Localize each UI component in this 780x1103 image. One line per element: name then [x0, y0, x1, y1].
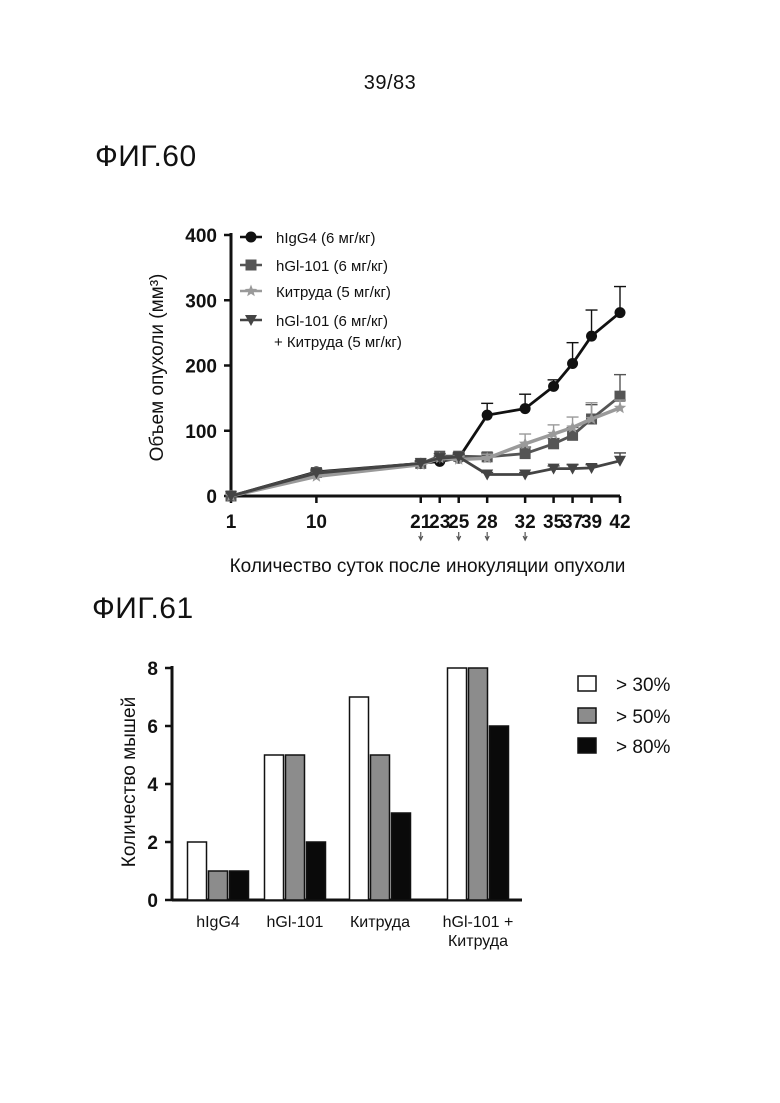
- bar: [307, 842, 326, 900]
- y-tick-label: 6: [147, 717, 158, 738]
- x-category-label: hIgG4: [196, 914, 240, 931]
- bar: [490, 726, 509, 900]
- legend-label: > 50%: [616, 707, 671, 728]
- y-axis-title: Количество мышей: [119, 697, 140, 867]
- y-tick-label: 2: [147, 833, 158, 854]
- bar: [469, 668, 488, 900]
- bar: [265, 755, 284, 900]
- bar: [371, 755, 390, 900]
- bar: [448, 668, 467, 900]
- y-tick-label: 8: [147, 659, 158, 680]
- legend-swatch: [578, 738, 596, 753]
- bar: [230, 871, 249, 900]
- x-category-label: hGl-101: [267, 914, 324, 931]
- bar: [350, 697, 369, 900]
- x-category-label: Китруда: [350, 914, 410, 931]
- bar: [286, 755, 305, 900]
- x-category-label: Китруда: [448, 933, 508, 950]
- y-tick-label: 0: [147, 891, 158, 912]
- y-tick-label: 4: [147, 775, 158, 796]
- legend-label: > 80%: [616, 737, 671, 758]
- legend-swatch: [578, 676, 596, 691]
- bar: [392, 813, 411, 900]
- legend-swatch: [578, 708, 596, 723]
- bar: [188, 842, 207, 900]
- x-category-label: hGl-101 +: [443, 914, 514, 931]
- legend-label: > 30%: [616, 675, 671, 696]
- bar: [209, 871, 228, 900]
